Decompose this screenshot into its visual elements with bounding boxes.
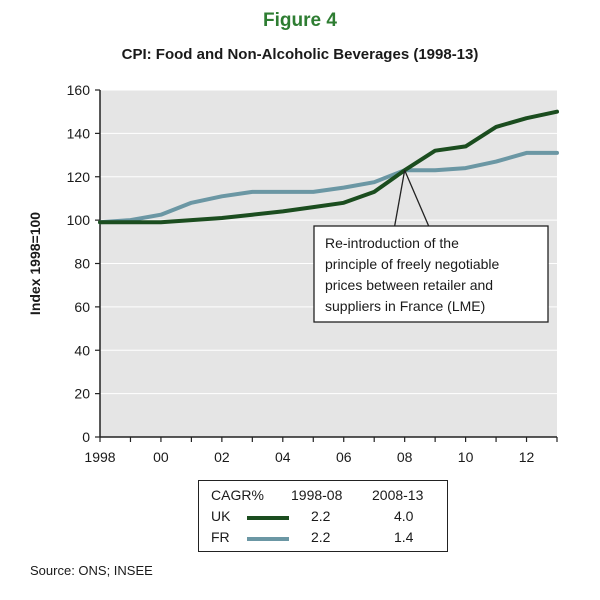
x-tick-label: 1998: [84, 449, 115, 465]
annotation-box: [313, 225, 549, 323]
annotation-line: prices between retailer and: [325, 277, 493, 293]
legend-uk-v2: 4.0: [394, 508, 414, 524]
x-tick-label: 02: [214, 449, 230, 465]
annotation-line: suppliers in France (LME): [325, 298, 485, 314]
y-tick-label: 40: [74, 342, 90, 358]
annotation-pointer-left: [394, 170, 406, 227]
y-tick-label: 20: [74, 386, 90, 402]
legend-uk-name: UK: [211, 508, 231, 524]
legend-fr-line: [247, 537, 289, 541]
series-line-fr: [98, 150, 559, 225]
x-tick-label: 00: [153, 449, 169, 465]
figure-label: Figure 4: [263, 10, 337, 31]
legend-uk-v1: 2.2: [311, 508, 331, 524]
legend-header-period2: 2008-13: [372, 487, 424, 503]
x-tick-label: 10: [458, 449, 474, 465]
x-tick-label: 08: [397, 449, 413, 465]
chart-title: CPI: Food and Non-Alcoholic Beverages (1…: [121, 46, 479, 63]
y-tick-label: 60: [74, 299, 90, 315]
x-tick-label: 04: [275, 449, 291, 465]
legend-uk-line: [247, 516, 289, 520]
series-line-uk: [98, 109, 559, 225]
y-tick-label: 0: [82, 429, 90, 445]
annotation-line: Re-introduction of the: [325, 235, 459, 251]
legend-fr-name: FR: [211, 529, 230, 545]
annotation-pointer-right: [404, 169, 430, 227]
y-axis-label: Index 1998=100: [27, 212, 43, 315]
y-tick-label: 100: [67, 212, 91, 228]
x-tick-label: 06: [336, 449, 352, 465]
legend-fr-v1: 2.2: [311, 529, 331, 545]
y-tick-label: 140: [67, 125, 91, 141]
y-tick-label: 80: [74, 256, 90, 272]
x-tick-label: 12: [519, 449, 535, 465]
source-note: Source: ONS; INSEE: [30, 563, 153, 578]
y-tick-label: 120: [67, 169, 91, 185]
legend-header-period1: 1998-08: [291, 487, 343, 503]
annotation-line: principle of freely negotiable: [325, 256, 500, 272]
legend-fr-v2: 1.4: [394, 529, 414, 545]
cagr-legend: CAGR% 1998-08 2008-13 UK 2.2 4.0 FR 2.2 …: [198, 480, 448, 552]
legend-header-label: CAGR%: [211, 487, 264, 503]
y-tick-label: 160: [67, 82, 91, 98]
